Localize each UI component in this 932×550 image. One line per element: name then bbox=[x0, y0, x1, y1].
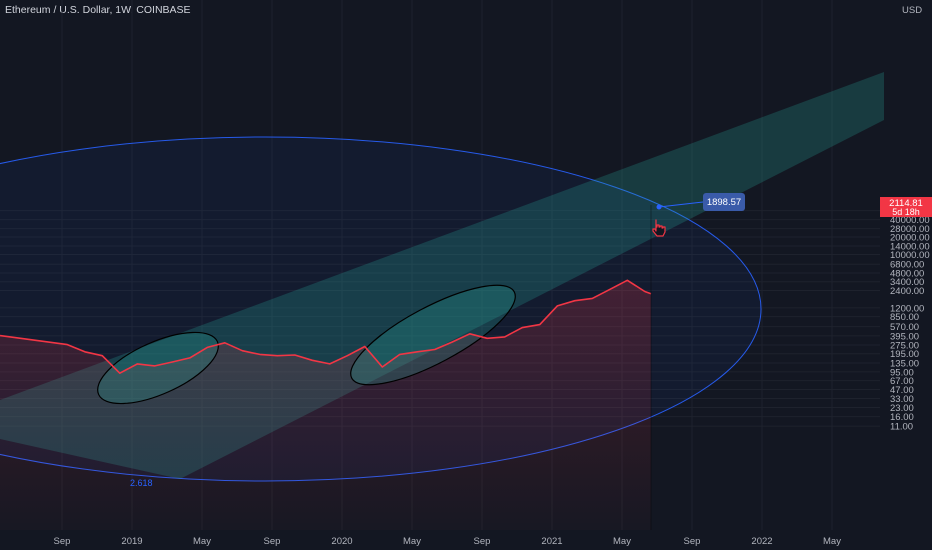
x-tick-label: Sep bbox=[54, 536, 71, 547]
x-tick-label: 2022 bbox=[751, 536, 772, 547]
x-tick-label: Sep bbox=[264, 536, 281, 547]
x-tick-label: Sep bbox=[684, 536, 701, 547]
y-tick-label: 11.00 bbox=[890, 422, 913, 433]
tool-handle[interactable] bbox=[657, 205, 662, 210]
x-axis[interactable]: Sep 2019 May Sep 2020 May Sep 2021 May Sep 2022 May bbox=[54, 536, 842, 547]
tool-value-text: 1898.57 bbox=[707, 197, 741, 208]
x-tick-label: Sep bbox=[474, 536, 491, 547]
x-tick-label: 2020 bbox=[331, 536, 352, 547]
x-tick-label: 2019 bbox=[121, 536, 142, 547]
fib-label: 2.618 bbox=[130, 478, 153, 488]
y-tick-label: 2400.00 bbox=[890, 286, 924, 297]
y-axis[interactable]: 57000.0040000.0028000.0020000.0014000.00… bbox=[890, 206, 930, 432]
countdown-text: 5d 18h bbox=[892, 207, 920, 217]
currency-label: USD bbox=[902, 5, 922, 16]
x-tick-label: 2021 bbox=[541, 536, 562, 547]
x-tick-label: May bbox=[823, 536, 841, 547]
x-tick-label: May bbox=[193, 536, 211, 547]
x-tick-label: May bbox=[613, 536, 631, 547]
x-tick-label: May bbox=[403, 536, 421, 547]
